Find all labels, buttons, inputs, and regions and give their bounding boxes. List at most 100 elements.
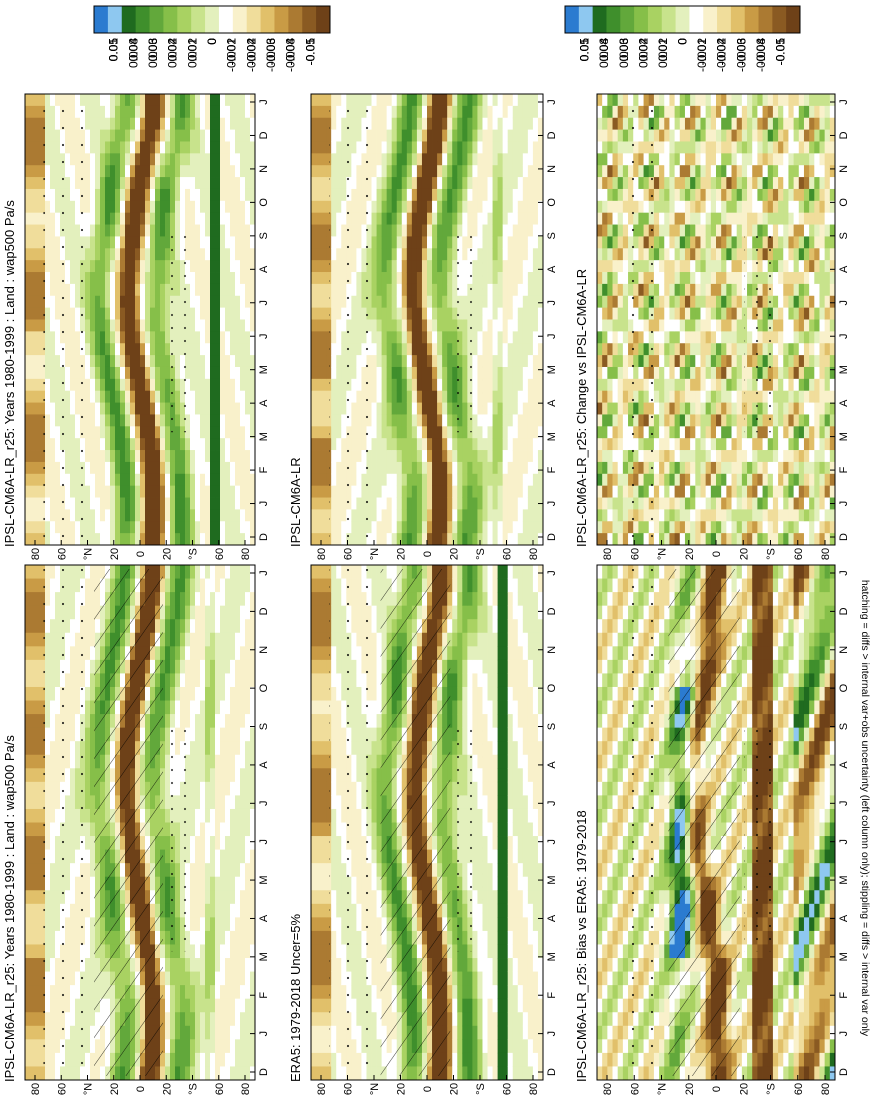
month-tick-label: D <box>258 131 270 139</box>
heatmap-cell <box>30 272 36 285</box>
heatmap-cell <box>215 450 221 463</box>
heatmap-cell <box>376 849 383 864</box>
heatmap-cell <box>457 1025 463 1040</box>
heatmap-cell <box>185 200 191 214</box>
heatmap-cell <box>235 646 241 661</box>
heatmap-cell <box>140 414 146 427</box>
heatmap-cell <box>250 1025 256 1040</box>
heatmap-cell <box>215 343 221 356</box>
heatmap-cell <box>205 129 211 142</box>
heatmap-cell <box>321 876 327 891</box>
heatmap-cell <box>145 461 151 475</box>
heatmap-cell <box>180 971 186 986</box>
heatmap-cell <box>457 605 463 620</box>
heatmap-cell <box>250 781 256 796</box>
heatmap-cell <box>250 578 256 593</box>
heatmap-cell <box>200 450 206 463</box>
heatmap-cell <box>205 673 211 688</box>
lat-tick-label: °S <box>188 1083 200 1095</box>
heatmap-cell <box>240 307 246 320</box>
heatmap-cell <box>225 509 231 522</box>
heatmap-cell <box>326 863 332 878</box>
heatmap-cell <box>160 438 166 451</box>
heatmap-cell <box>215 485 221 498</box>
heatmap-cell <box>316 646 322 661</box>
heatmap-cell <box>195 619 201 634</box>
heatmap-cell <box>220 129 226 142</box>
heatmap-cell <box>245 971 251 986</box>
heatmap-cell <box>35 944 41 959</box>
heatmap-cell <box>130 355 136 368</box>
heatmap-cell <box>185 998 191 1013</box>
heatmap-cell <box>225 378 231 392</box>
heatmap-cell <box>245 355 251 368</box>
heatmap-cell <box>316 917 322 932</box>
heatmap-cell <box>35 578 41 593</box>
heatmap-cell <box>210 473 216 487</box>
heatmap-cell <box>30 117 36 131</box>
heatmap-cell <box>110 94 116 107</box>
heatmap-cell <box>457 985 463 1000</box>
heatmap-cell <box>110 295 116 309</box>
heatmap-cell <box>250 1052 256 1067</box>
heatmap-cell <box>240 485 246 498</box>
heatmap-cell <box>210 619 216 634</box>
heatmap-cell <box>245 497 251 510</box>
heatmap-cell <box>160 283 166 297</box>
heatmap-cell <box>245 795 251 810</box>
heatmap-cell <box>40 283 46 297</box>
heatmap-cell <box>30 781 36 796</box>
heatmap-cell <box>120 295 126 309</box>
heatmap-cell <box>225 450 231 463</box>
heatmap-cell <box>482 673 488 688</box>
heatmap-cell <box>477 686 483 701</box>
heatmap-cell <box>155 283 161 297</box>
heatmap-cell <box>100 307 106 320</box>
heatmap-cell <box>25 450 31 463</box>
heatmap-cell <box>30 714 36 729</box>
heatmap-cell <box>230 863 236 878</box>
heatmap-cell <box>326 917 332 932</box>
heatmap-cell <box>150 414 156 427</box>
heatmap-cell <box>487 578 493 593</box>
heatmap-cell <box>205 212 211 225</box>
heatmap-cell <box>316 700 322 715</box>
heatmap-cell <box>130 319 136 332</box>
heatmap-cell <box>225 224 231 237</box>
heatmap-cell <box>40 958 46 972</box>
heatmap-cell <box>30 402 36 415</box>
heatmap-cell <box>30 485 36 498</box>
heatmap-cell <box>482 646 488 661</box>
heatmap-cell <box>215 355 221 368</box>
heatmap-cell <box>195 971 201 986</box>
heatmap-cell <box>100 248 106 261</box>
heatmap-cell <box>245 863 251 878</box>
heatmap-cell <box>376 822 383 837</box>
heatmap-cell <box>250 890 256 905</box>
heatmap-cell <box>250 673 256 688</box>
heatmap-cell <box>215 402 221 415</box>
heatmap-cell <box>467 686 473 701</box>
heatmap-cell <box>40 971 46 986</box>
heatmap-cell <box>35 533 41 546</box>
heatmap-cell <box>210 1039 216 1054</box>
heatmap-cell <box>35 272 41 285</box>
heatmap-cell <box>230 378 236 392</box>
heatmap-cell <box>25 890 31 905</box>
heatmap-cell <box>195 402 201 415</box>
heatmap-cell <box>472 985 478 1000</box>
heatmap-cell <box>215 509 221 522</box>
heatmap-cell <box>230 414 236 427</box>
heatmap-cell <box>376 1066 383 1081</box>
heatmap-cell <box>205 727 211 742</box>
heatmap-cell <box>40 727 46 742</box>
heatmap-cell <box>235 917 241 932</box>
heatmap-cell <box>240 260 246 273</box>
heatmap-cell <box>130 105 136 119</box>
heatmap-cell <box>235 355 241 368</box>
heatmap-cell <box>195 414 201 427</box>
heatmap-cell <box>205 998 211 1013</box>
heatmap-cell <box>175 426 181 439</box>
heatmap-cell <box>245 224 251 237</box>
heatmap-cell <box>215 461 221 475</box>
